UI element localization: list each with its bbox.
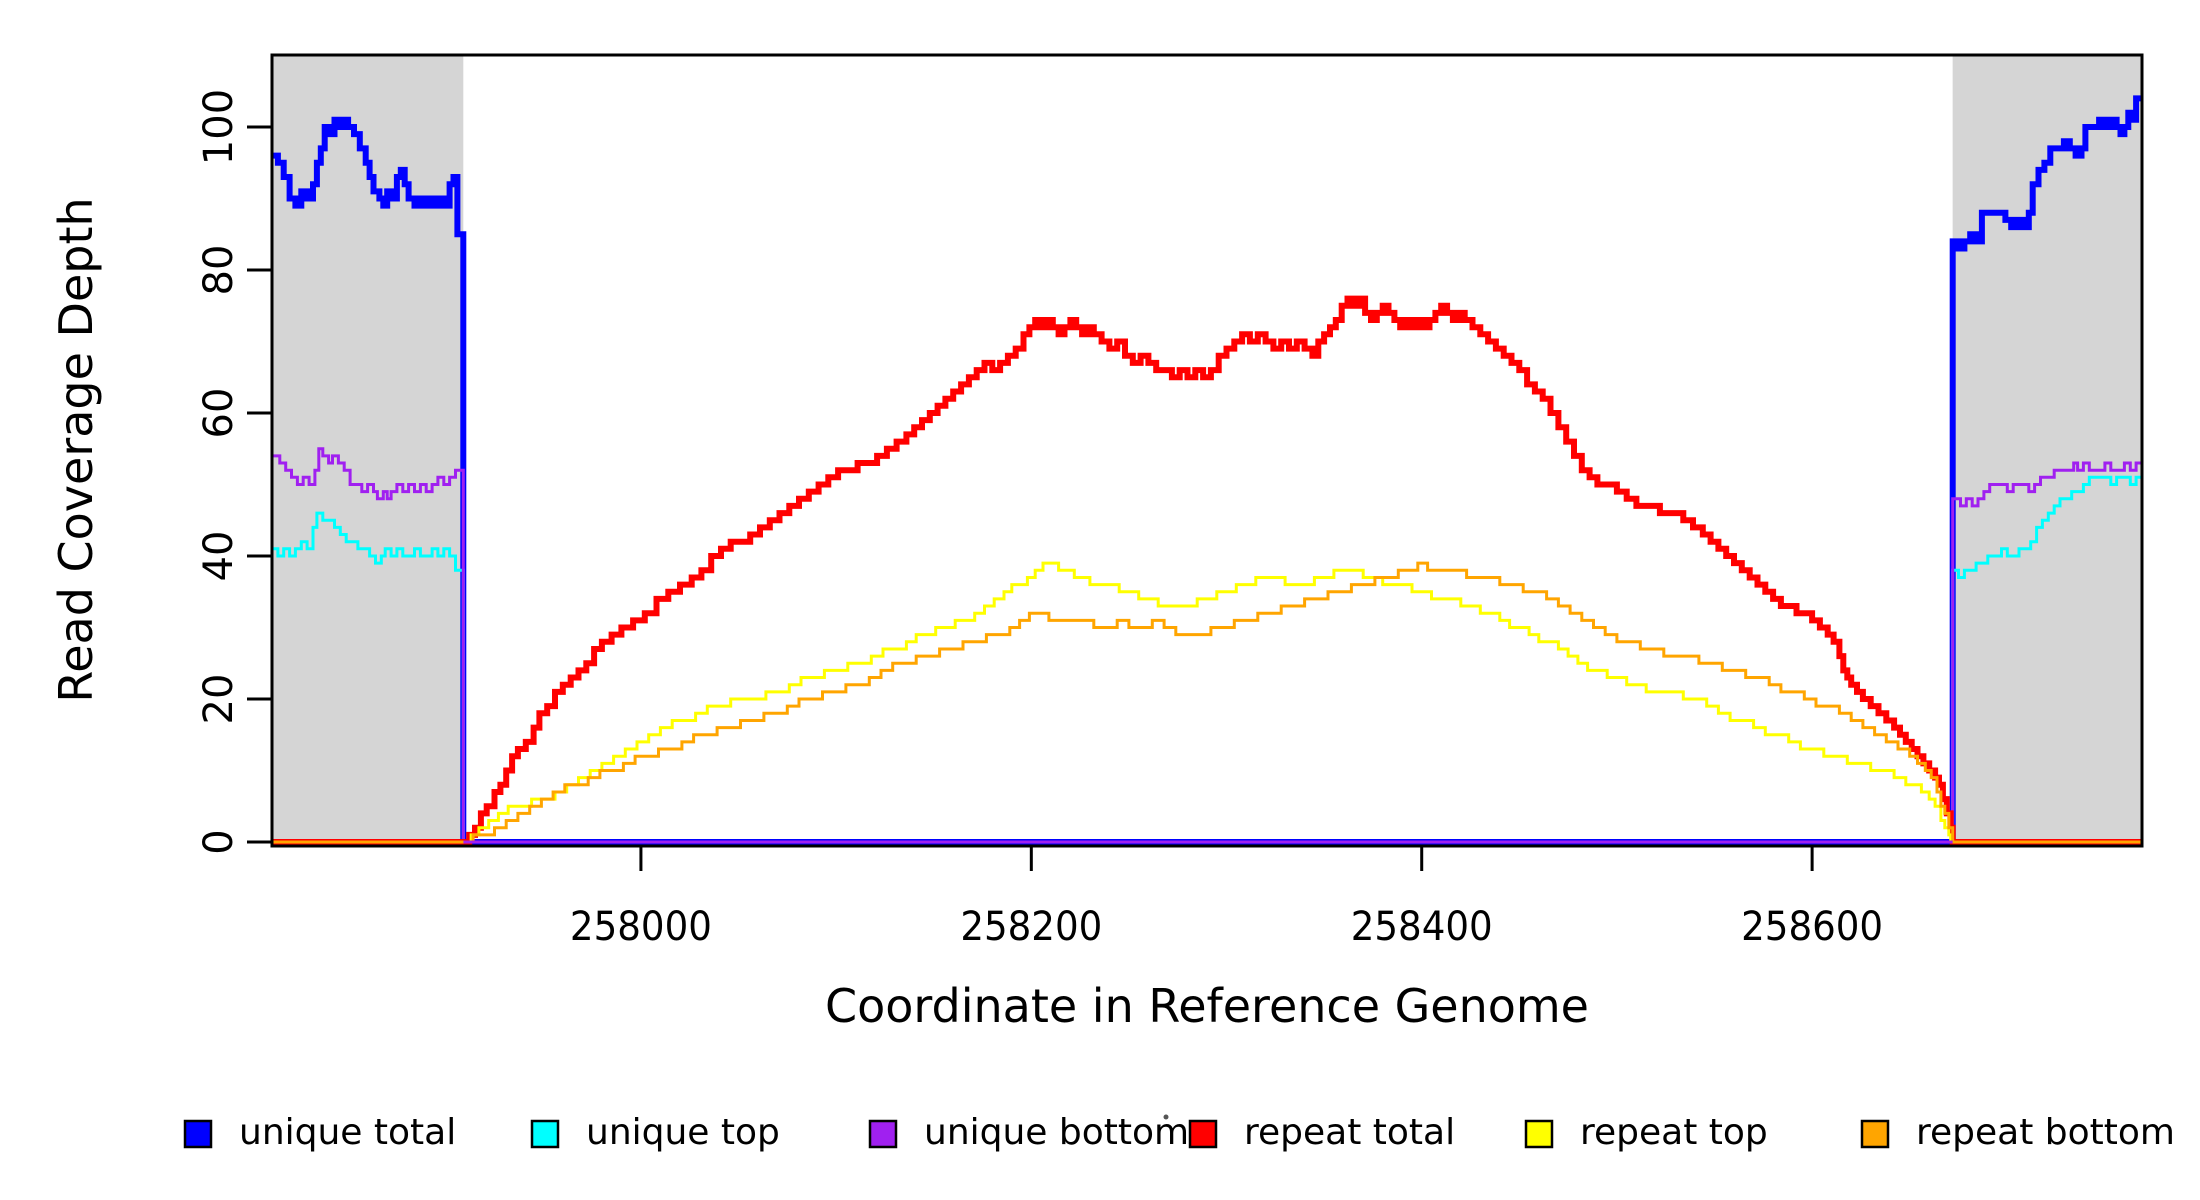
unique-flank-right bbox=[1952, 55, 2142, 845]
legend-item-unique-bottom: unique bottom bbox=[868, 1112, 1189, 1153]
plot-area bbox=[272, 55, 2142, 846]
legend-item-repeat-bottom: repeat bottom bbox=[1860, 1112, 2175, 1153]
y-tick-label: 20 bbox=[196, 674, 242, 725]
legend-label: repeat total bbox=[1244, 1112, 1455, 1153]
legend-swatch bbox=[1188, 1119, 1218, 1149]
series-repeat-top bbox=[272, 561, 2142, 844]
series-repeat-total bbox=[272, 295, 2142, 845]
legend-swatch bbox=[530, 1119, 560, 1149]
x-axis-title: Coordinate in Reference Genome bbox=[825, 979, 1589, 1033]
legend-swatch bbox=[868, 1119, 898, 1149]
x-tick-label: 258200 bbox=[960, 904, 1102, 950]
y-tick-label: 40 bbox=[196, 531, 242, 582]
y-tick-label: 60 bbox=[196, 388, 242, 439]
y-tick-label: 0 bbox=[196, 829, 242, 854]
y-axis: 0 20 40 60 80 100 bbox=[196, 89, 272, 855]
x-tick-label: 258600 bbox=[1741, 904, 1883, 950]
unique-flank-left bbox=[272, 55, 464, 845]
x-tick-label: 258400 bbox=[1351, 904, 1493, 950]
legend-label: repeat bottom bbox=[1916, 1112, 2175, 1153]
unique-region-shading bbox=[272, 55, 2142, 845]
series-unique-top bbox=[272, 475, 2142, 844]
x-axis: 258000 258200 258400 258600 bbox=[570, 846, 1883, 950]
legend-label: unique total bbox=[239, 1112, 456, 1153]
series-unique-bottom bbox=[272, 447, 2142, 844]
legend-swatch bbox=[183, 1119, 213, 1149]
legend: unique total unique top unique bottom repea… bbox=[183, 1112, 2175, 1153]
x-tick-label: 258000 bbox=[570, 904, 712, 950]
series-lines bbox=[272, 95, 2142, 845]
legend-item-unique-top: unique top bbox=[530, 1112, 780, 1153]
legend-swatch bbox=[1860, 1119, 1890, 1149]
legend-item-unique-total: unique total bbox=[183, 1112, 456, 1153]
legend-label: repeat top bbox=[1580, 1112, 1768, 1153]
y-axis-title: Read Coverage Depth bbox=[49, 197, 103, 702]
y-tick-label: 80 bbox=[196, 245, 242, 296]
series-repeat-bottom bbox=[272, 561, 2142, 844]
y-tick-label: 100 bbox=[196, 89, 242, 165]
legend-item-repeat-total: repeat total bbox=[1188, 1112, 1455, 1153]
legend-item-repeat-top: repeat top bbox=[1524, 1112, 1768, 1153]
plot-border-box bbox=[270, 53, 2144, 848]
legend-label: unique bottom bbox=[924, 1112, 1189, 1153]
artifact-dot bbox=[1163, 1114, 1169, 1120]
legend-label: unique top bbox=[586, 1112, 780, 1153]
legend-swatch bbox=[1524, 1119, 1554, 1149]
series-unique-total bbox=[272, 95, 2142, 845]
